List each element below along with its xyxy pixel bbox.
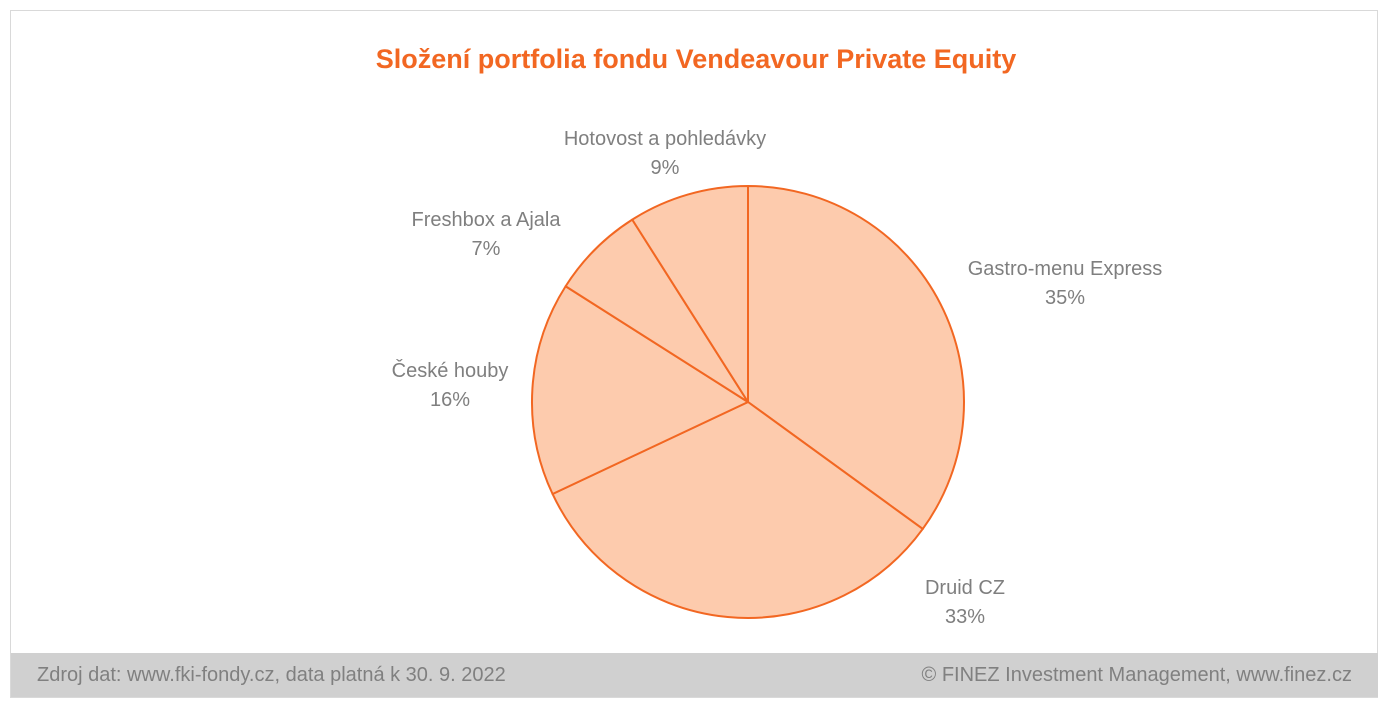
- slice-value-3: 7%: [471, 238, 501, 260]
- pie-slice-4: [631, 185, 749, 403]
- chart-title: Složení portfolia fondu Vendeavour Priva…: [375, 44, 1017, 74]
- slice-name-0: Gastro-menu Express: [967, 258, 1163, 280]
- slice-value-1: 33%: [944, 606, 986, 628]
- slice-name-2: České houby: [391, 360, 509, 382]
- slice-label-1: Druid CZ 33%: [925, 574, 1005, 632]
- slice-label-0: Gastro-menu Express 35%: [968, 255, 1163, 313]
- slice-label-2: České houby 16%: [392, 357, 509, 415]
- slice-value-2: 16%: [429, 389, 471, 411]
- slice-name-3: Freshbox a Ajala: [411, 209, 561, 231]
- source-note: Zdroj dat: www.fki-fondy.cz, data platná…: [37, 664, 506, 686]
- slice-value-0: 35%: [1044, 287, 1086, 309]
- slice-label-4: Hotovost a pohledávky 9%: [564, 125, 766, 183]
- pie-slice-2: [531, 285, 749, 495]
- pie-slice-0: [747, 185, 965, 530]
- pie-slice-1: [551, 401, 924, 619]
- slice-value-4: 9%: [650, 157, 680, 179]
- slice-label-3: Freshbox a Ajala 7%: [412, 206, 561, 264]
- slice-name-4: Hotovost a pohledávky: [563, 128, 767, 150]
- footer-bar: Zdroj dat: www.fki-fondy.cz, data platná…: [11, 653, 1378, 697]
- copyright-note: © FINEZ Investment Management, www.finez…: [921, 664, 1352, 686]
- slice-name-1: Druid CZ: [924, 577, 1006, 599]
